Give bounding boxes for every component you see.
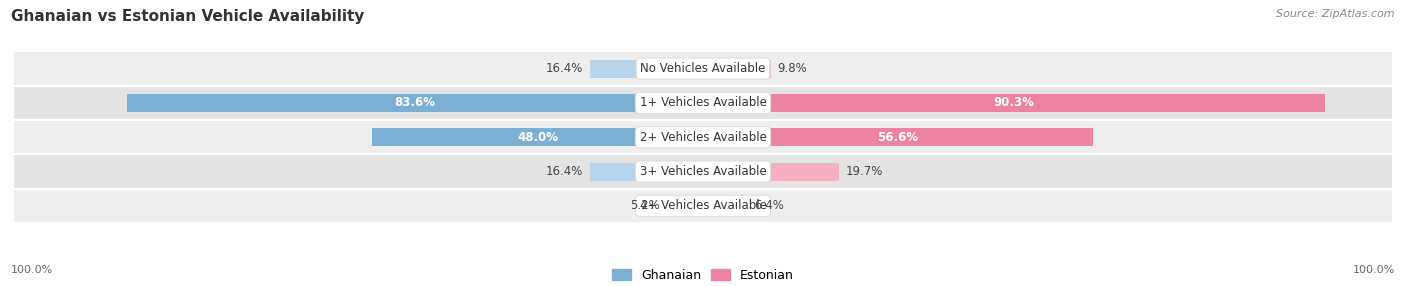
Text: 3+ Vehicles Available: 3+ Vehicles Available [640,165,766,178]
Bar [703,163,839,180]
Text: 16.4%: 16.4% [546,62,583,75]
Text: 100.0%: 100.0% [11,265,53,275]
Bar [14,189,1392,223]
Legend: Ghanaian, Estonian: Ghanaian, Estonian [612,269,794,282]
Text: 100.0%: 100.0% [1353,265,1395,275]
Bar [703,128,1092,146]
Text: 90.3%: 90.3% [994,96,1035,110]
Text: Ghanaian vs Estonian Vehicle Availability: Ghanaian vs Estonian Vehicle Availabilit… [11,9,364,23]
Text: 83.6%: 83.6% [395,96,436,110]
Text: 19.7%: 19.7% [845,165,883,178]
Bar [703,60,770,78]
Text: 1+ Vehicles Available: 1+ Vehicles Available [640,96,766,110]
Text: 56.6%: 56.6% [877,131,918,144]
Bar [668,197,703,215]
Text: 9.8%: 9.8% [778,62,807,75]
Bar [127,94,703,112]
Text: 16.4%: 16.4% [546,165,583,178]
Text: 6.4%: 6.4% [754,199,785,212]
Bar [703,94,1324,112]
Text: 2+ Vehicles Available: 2+ Vehicles Available [640,131,766,144]
Text: 5.2%: 5.2% [630,199,661,212]
Bar [591,60,703,78]
Bar [373,128,703,146]
Text: 48.0%: 48.0% [517,131,558,144]
Bar [14,154,1392,189]
Text: Source: ZipAtlas.com: Source: ZipAtlas.com [1277,9,1395,19]
Bar [14,120,1392,154]
Bar [14,51,1392,86]
Bar [591,163,703,180]
Bar [14,86,1392,120]
Text: 4+ Vehicles Available: 4+ Vehicles Available [640,199,766,212]
Bar [703,197,747,215]
Text: No Vehicles Available: No Vehicles Available [640,62,766,75]
